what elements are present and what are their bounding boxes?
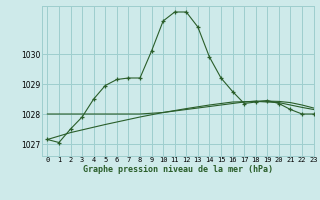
X-axis label: Graphe pression niveau de la mer (hPa): Graphe pression niveau de la mer (hPa) — [83, 165, 273, 174]
